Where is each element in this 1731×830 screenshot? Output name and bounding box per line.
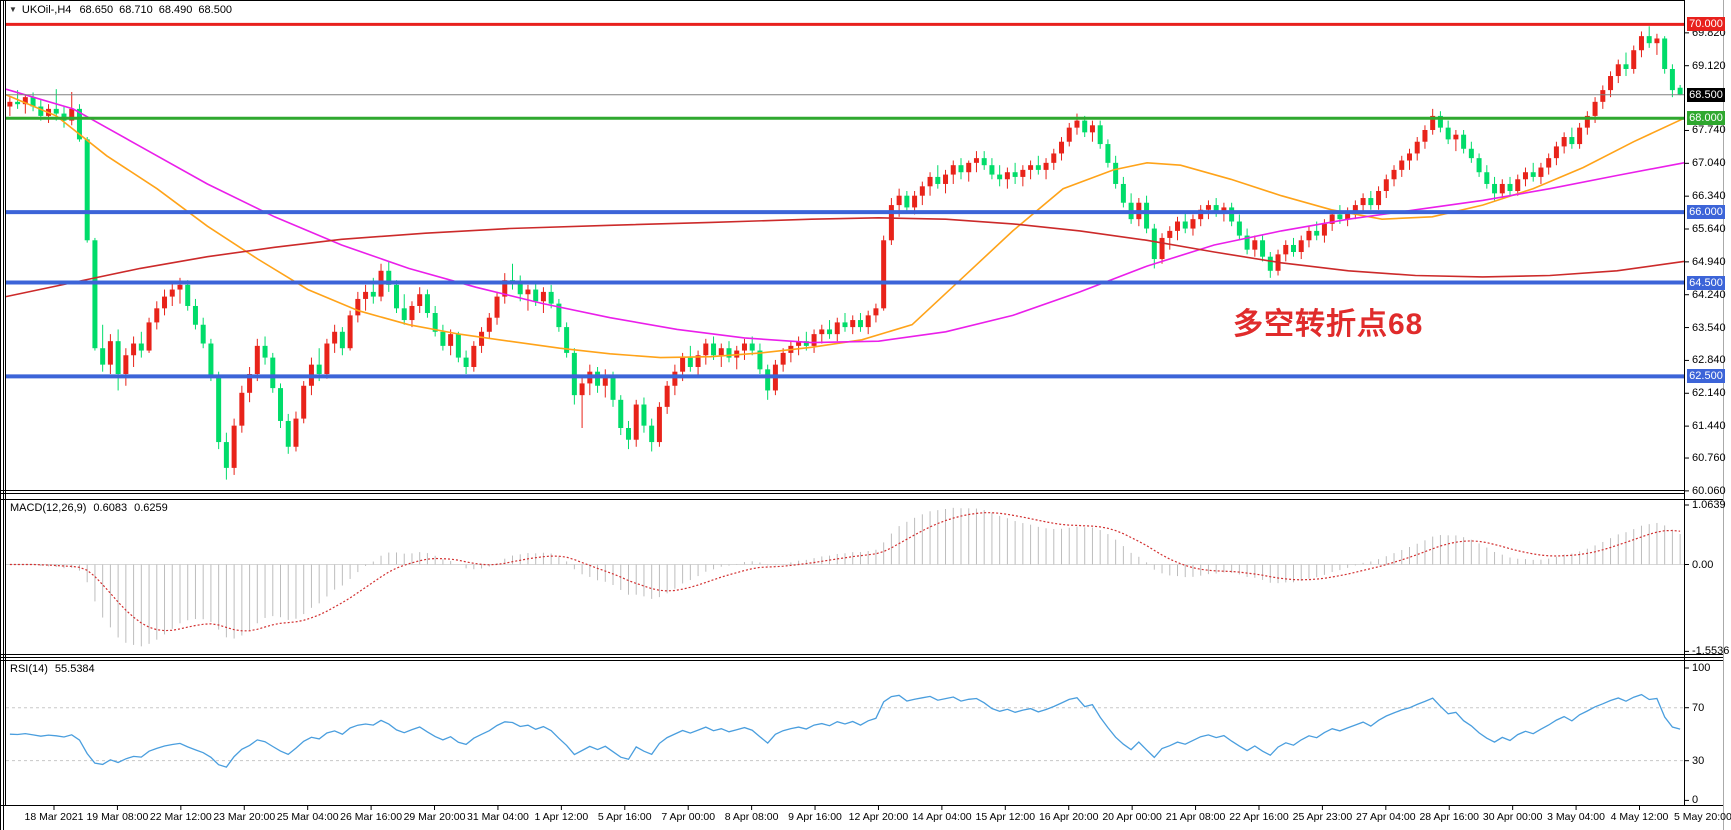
macd-signal-line (9, 512, 1681, 632)
time-axis-label: 28 Apr 16:00 (1419, 811, 1480, 823)
time-axis-label: 30 Apr 00:00 (1482, 811, 1543, 823)
time-axis-label: 25 Apr 23:00 (1292, 811, 1353, 823)
time-axis-label: 5 Apr 16:00 (597, 811, 652, 823)
time-axis-label: 27 Apr 04:00 (1356, 811, 1416, 823)
rsi-name: RSI(14) (10, 663, 48, 675)
ma_slow-line (5, 216, 1685, 298)
price-axis-label: 64.240 (1692, 288, 1726, 301)
price-axis-label: 63.540 (1692, 321, 1726, 334)
price-axis-label: 65.640 (1692, 223, 1726, 235)
symbol-period-label: UKOil-,H4 (21, 4, 72, 16)
axis-ticks (1684, 32, 1689, 801)
price-badge-62.500: 62.500 (1687, 369, 1725, 384)
time-axis-label: 20 Apr 00:00 (1102, 811, 1162, 823)
ma_fast-line (5, 94, 1685, 359)
price-axis-label: 62.140 (1692, 387, 1726, 400)
price-axis-label: 67.740 (1692, 124, 1726, 137)
quote-low: 68.490 (158, 4, 193, 16)
rsi-axis-label: 100 (1692, 662, 1711, 674)
rsi-axis-label: 30 (1692, 754, 1705, 767)
macd-indicator-label: MACD(12,26,9) 0.6083 0.6259 (10, 502, 175, 514)
rsi-axis-label: 70 (1692, 701, 1705, 714)
price-axis-label: 61.440 (1692, 420, 1726, 433)
time-axis-label: 5 May 20:00 (1674, 811, 1731, 823)
price-axis-label: 69.120 (1692, 59, 1726, 72)
price-axis-label: 62.840 (1692, 354, 1726, 367)
time-axis-label: 22 Apr 16:00 (1229, 811, 1289, 823)
price-axis-label: 64.940 (1692, 255, 1726, 268)
time-axis-label: 31 Mar 04:00 (467, 811, 529, 823)
quote-high: 68.710 (119, 4, 153, 16)
price-badge-70.000: 70.000 (1687, 17, 1725, 32)
price-axis-label: 60.760 (1692, 452, 1726, 465)
rsi-axis-label: 0 (1692, 794, 1699, 807)
time-axis-label: 19 Mar 08:00 (86, 811, 149, 823)
price-axis-label: 60.060 (1692, 484, 1726, 497)
quote-close: 68.500 (198, 4, 233, 16)
time-axis-label: 1 Apr 12:00 (534, 811, 589, 823)
time-axis-label: 26 Mar 16:00 (340, 811, 403, 823)
collapse-icon[interactable]: ▼ (9, 5, 17, 14)
time-axis-label: 16 Apr 20:00 (1038, 811, 1099, 823)
time-axis-label: 22 Mar 12:00 (149, 811, 212, 823)
time-axis-label: 3 May 04:00 (1547, 811, 1605, 823)
macd-axis-label: 0.00 (1692, 558, 1714, 571)
time-axis-label: 18 Mar 2021 (24, 811, 84, 823)
macd-axis-label: -1.5536 (1692, 645, 1730, 658)
time-axis-label: 23 Mar 20:00 (213, 811, 276, 823)
macd-histogram (17, 507, 1681, 647)
time-axis-label: 25 Mar 04:00 (276, 811, 339, 823)
time-axis-label: 21 Apr 08:00 (1165, 811, 1226, 823)
price-badge-68.000: 68.000 (1687, 111, 1725, 126)
rsi-line (9, 693, 1681, 768)
time-axis-label: 9 Apr 16:00 (788, 811, 842, 823)
macd-name: MACD(12,26,9) (10, 502, 87, 514)
price-badge-68.500: 68.500 (1687, 87, 1725, 102)
quote-open: 68.650 (79, 4, 114, 16)
time-axis-label: 29 Mar 20:00 (403, 811, 466, 823)
chart-annotation-text: 多空转折点68 (1233, 308, 1424, 341)
rsi-indicator-label: RSI(14) 55.5384 (10, 663, 102, 675)
time-axis-label: 15 Apr 12:00 (975, 811, 1036, 823)
price-badge-66.000: 66.000 (1687, 205, 1725, 220)
time-axis-label: 7 Apr 00:00 (661, 811, 716, 823)
macd-signal-value: 0.6259 (134, 502, 168, 514)
price-axis-label: 66.340 (1692, 190, 1726, 203)
chart-title: ▼ UKOil-,H4 68.650 68.710 68.490 68.500 (9, 4, 238, 16)
time-axis-label: 12 Apr 20:00 (848, 811, 909, 823)
time-axis-label: 8 Apr 08:00 (724, 811, 779, 823)
price-axis-label: 67.040 (1692, 157, 1726, 170)
macd-axis-label: 1.0639 (1692, 498, 1726, 511)
time-axis-label: 14 Apr 04:00 (912, 811, 972, 823)
price-badge-64.500: 64.500 (1687, 275, 1725, 290)
macd-main-value: 0.6083 (93, 502, 128, 514)
time-axis-label: 4 May 12:00 (1610, 811, 1669, 823)
candles-layer (7, 26, 1683, 480)
rsi-value: 55.5384 (54, 663, 95, 675)
